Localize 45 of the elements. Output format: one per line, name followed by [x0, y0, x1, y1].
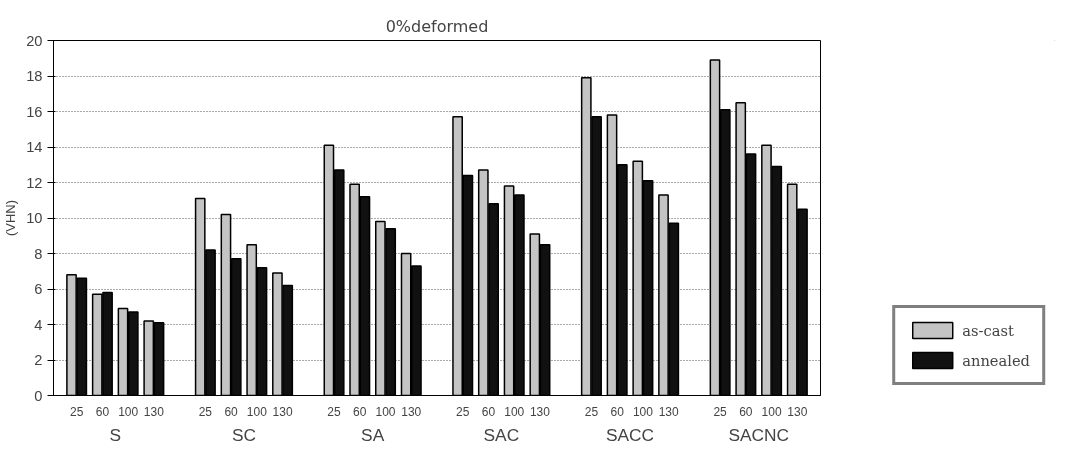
x-tick-label: 130 [401, 404, 422, 419]
y-tick-label: 8 [34, 245, 43, 262]
text: SACNC [728, 424, 790, 445]
y-tick-label: 20 [26, 32, 43, 49]
x-tick-label: 100 [375, 404, 396, 419]
x-tick-label: 60 [610, 404, 625, 419]
x-tick-label: 60 [739, 404, 753, 419]
text: SA [361, 424, 385, 445]
x-tick-label: 25 [713, 404, 728, 419]
text: SACC [605, 424, 655, 445]
y-tick-label: 18 [26, 68, 43, 84]
y-tick-label: 10 [26, 210, 43, 226]
y-tick-label: 2 [34, 352, 43, 368]
text: SAC [483, 424, 520, 445]
legend-label: as-cast [962, 321, 1014, 339]
x-tick-label: 25 [584, 404, 599, 419]
x-tick-label: 100 [632, 404, 654, 419]
x-tick-label: 130 [272, 404, 293, 419]
x-tick-label: 25 [327, 404, 342, 419]
x-tick-label: 130 [658, 404, 679, 419]
y-tick-label: 0 [34, 387, 43, 404]
chart-title: 0%deformed [385, 16, 489, 36]
x-tick-label: 25 [456, 404, 470, 419]
y-tick-label: 6 [34, 281, 43, 297]
x-tick-label: 100 [246, 404, 268, 419]
x-tick-label: 60 [224, 404, 239, 419]
x-tick-label: 60 [481, 404, 496, 419]
x-tick-label: 130 [143, 404, 165, 419]
x-tick-label: 130 [529, 404, 551, 419]
x-tick-label: 60 [95, 404, 110, 419]
y-tick-label: 4 [34, 316, 43, 333]
y-tick-label: 14 [26, 139, 43, 155]
x-tick-label: 100 [118, 404, 139, 419]
x-tick-label: 60 [353, 404, 367, 419]
y-tick-label: 16 [26, 103, 43, 120]
x-tick-label: 100 [504, 404, 525, 419]
text: S [109, 424, 122, 445]
text: SC [231, 424, 257, 445]
y-tick-label: 12 [26, 174, 43, 191]
x-tick-label: 130 [787, 404, 808, 419]
y-axis-title: (VHN) [3, 199, 19, 237]
x-tick-label: 25 [198, 404, 213, 419]
x-tick-label: 100 [761, 404, 782, 419]
x-tick-label: 25 [69, 404, 84, 419]
legend-label: annealed [962, 351, 1030, 369]
